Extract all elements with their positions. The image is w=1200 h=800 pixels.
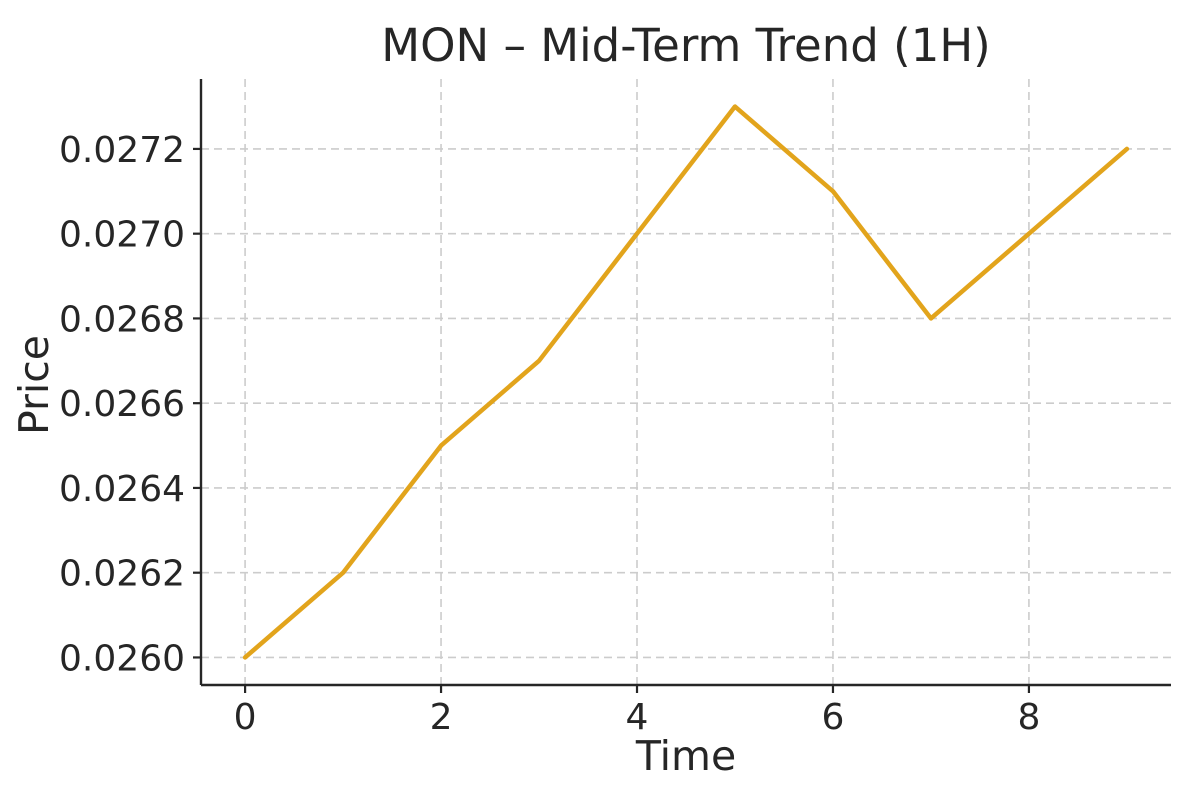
y-tick-label: 0.0262	[59, 554, 185, 595]
y-tick-label: 0.0268	[59, 299, 185, 340]
y-tick-label: 0.0264	[59, 469, 185, 510]
y-tick-label: 0.0270	[59, 215, 185, 256]
x-tick-label: 4	[626, 697, 649, 738]
x-tick-label: 2	[430, 697, 453, 738]
x-axis-label: Time	[635, 732, 736, 780]
x-tick-label: 8	[1017, 697, 1040, 738]
axis-ticks	[193, 147, 1031, 693]
tick-labels: 0.0260 0.0262 0.0264 0.0266 0.0268 0.0270 0.02…	[59, 130, 1040, 738]
x-tick-label: 0	[234, 697, 257, 738]
axis-spines	[199, 79, 1171, 687]
y-tick-label: 0.0260	[59, 638, 185, 679]
gridlines	[201, 79, 1171, 685]
x-tick-label: 6	[822, 697, 845, 738]
y-tick-label: 0.0272	[59, 130, 185, 171]
y-axis-label: Price	[10, 335, 58, 435]
y-tick-label: 0.0266	[59, 384, 185, 425]
price-line-series	[242, 104, 1130, 660]
chart-title: MON – Mid-Term Trend (1H)	[381, 19, 990, 72]
